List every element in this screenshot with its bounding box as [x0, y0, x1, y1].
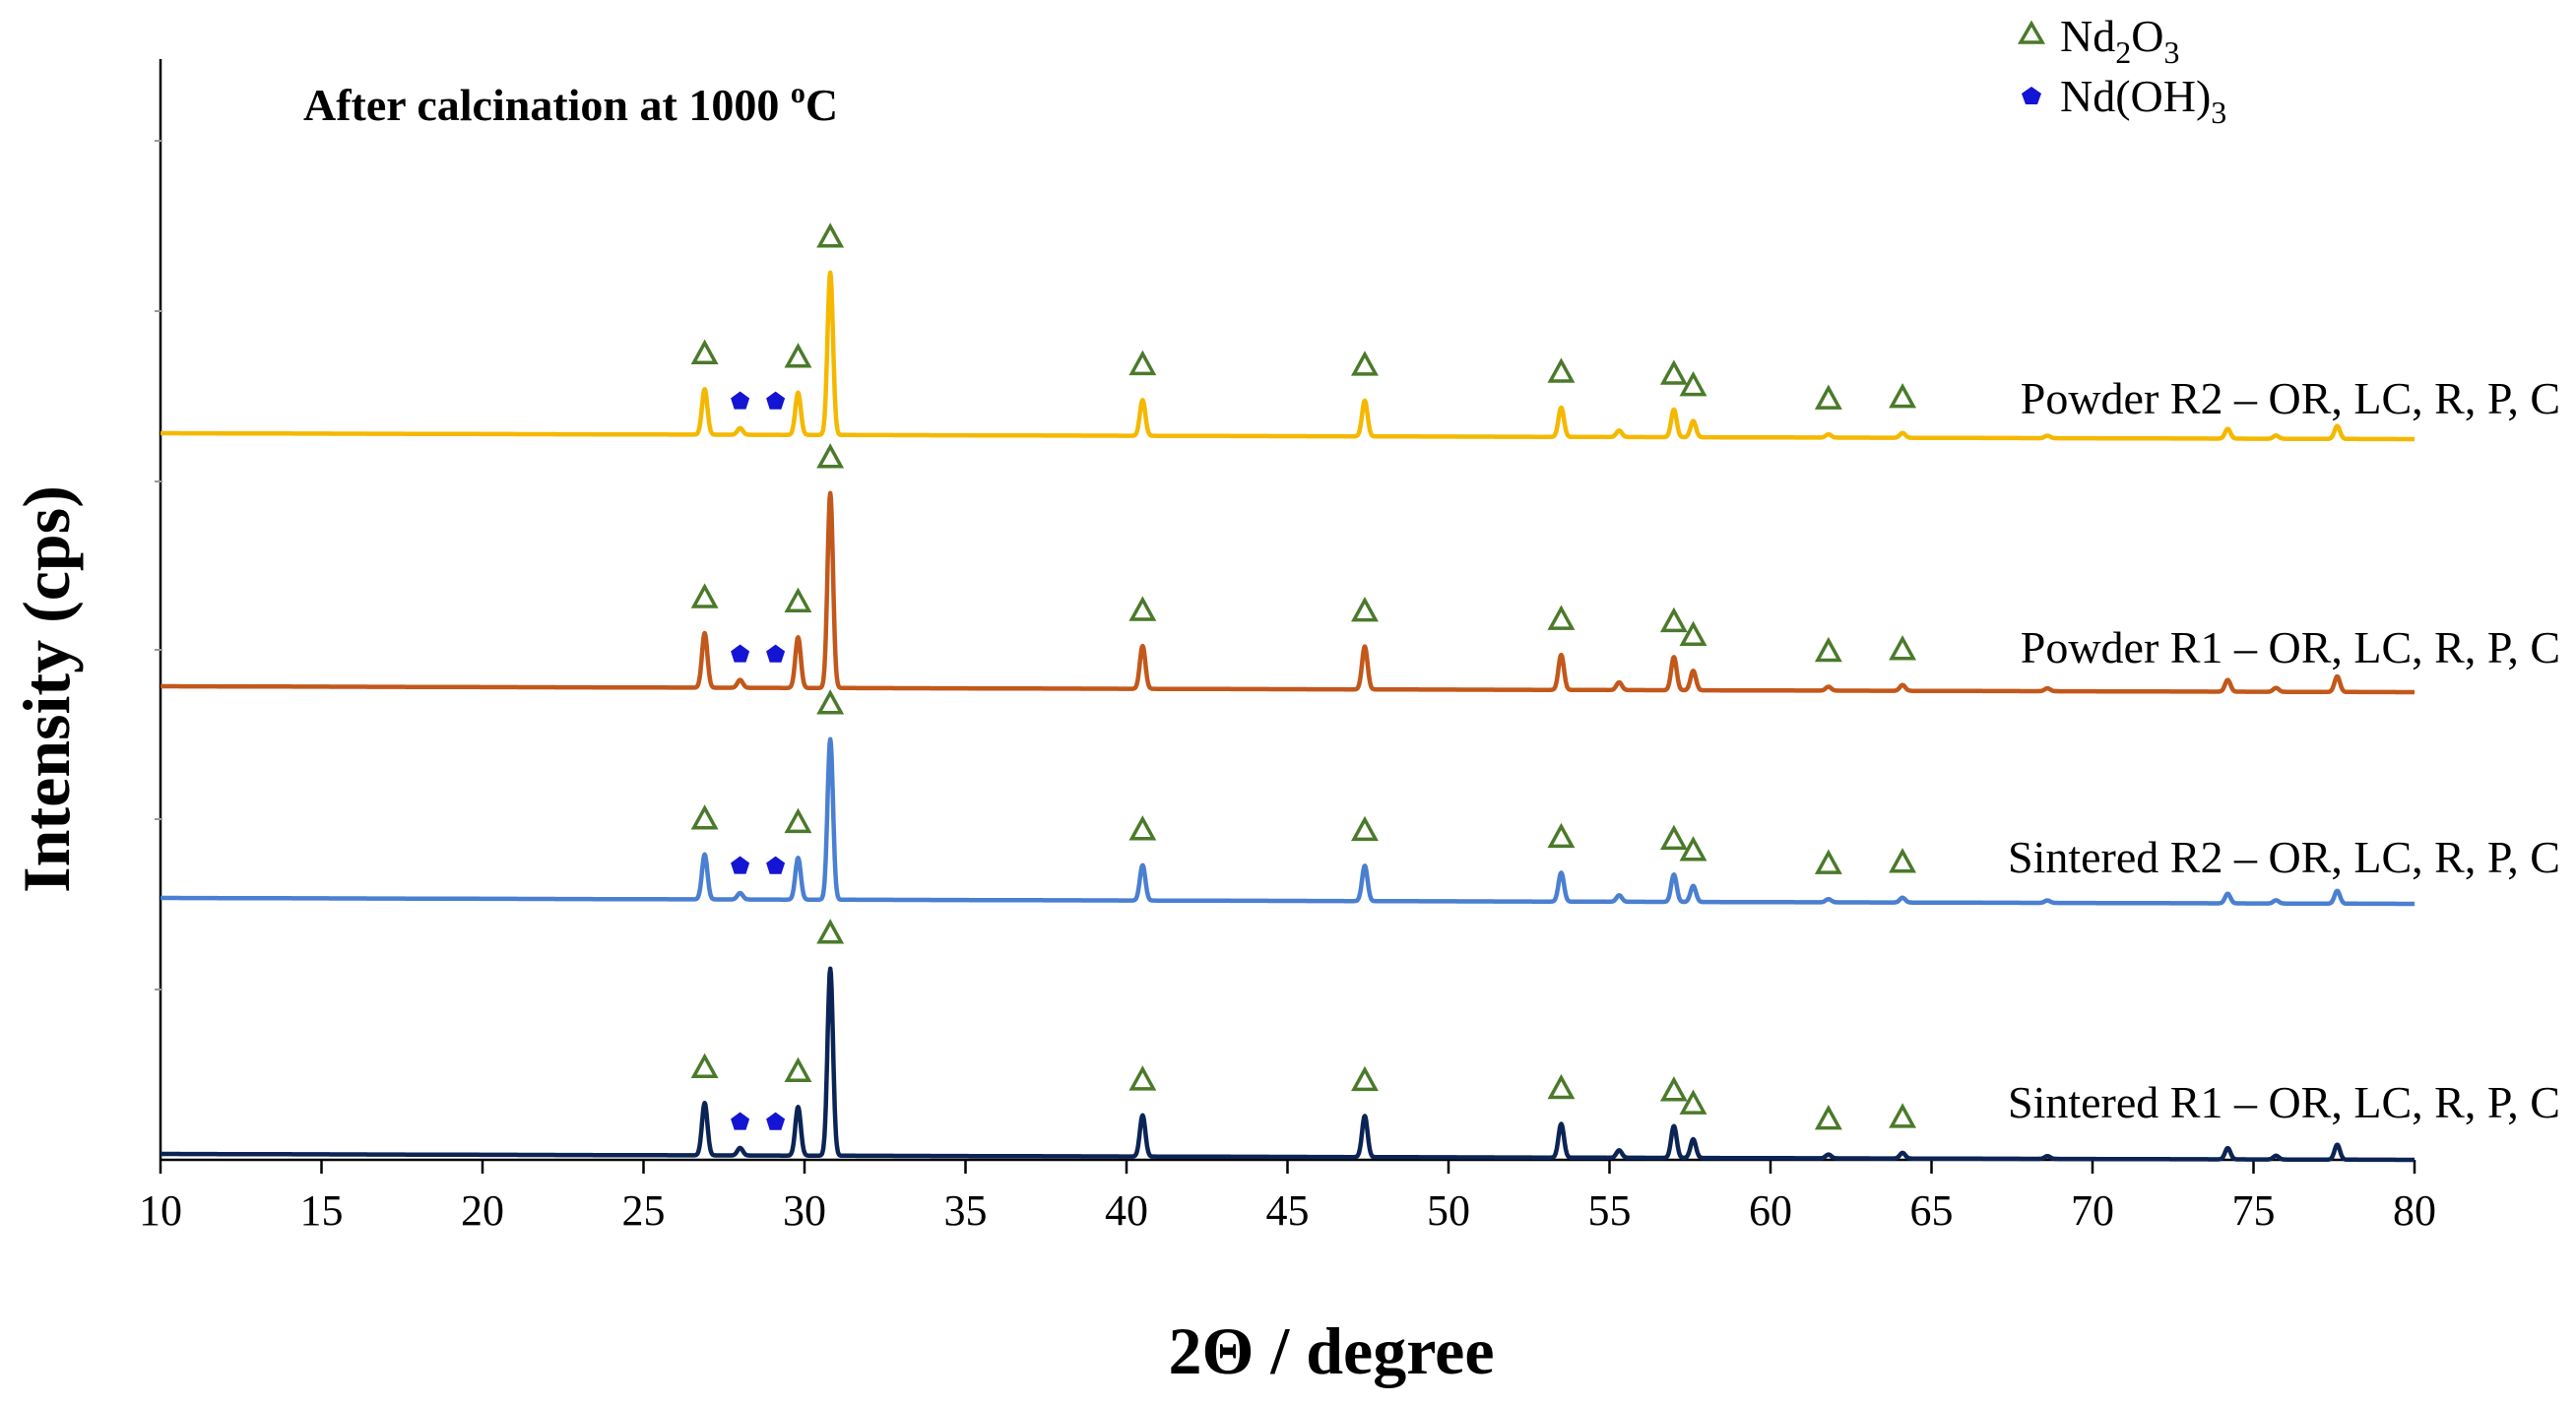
- x-tick-label: 60: [1749, 1186, 1792, 1235]
- triangle-marker-icon: [1547, 1073, 1576, 1100]
- triangle-marker-icon: [1128, 596, 1157, 621]
- triangle-marker-icon: [816, 689, 845, 715]
- triangle-marker-icon: [1814, 636, 1842, 663]
- chart-annotation: After calcination at 1000 oC: [303, 77, 838, 130]
- legend-entry-nd2o3: Nd2O3: [2017, 11, 2179, 70]
- x-tick-label: 55: [1588, 1186, 1632, 1235]
- pentagon-marker-icon: [766, 644, 786, 663]
- triangle-marker-icon: [1889, 848, 1917, 873]
- x-tick-label: 45: [1266, 1186, 1310, 1235]
- triangle-marker-icon: [1659, 359, 1688, 385]
- triangle-marker-icon: [690, 339, 719, 364]
- triangle-marker-icon: [1351, 1065, 1379, 1092]
- triangle-marker-icon: [1351, 815, 1379, 842]
- label-layer: Powder R2 – OR, LC, R, P, C Powder R1 – O…: [2008, 373, 2560, 1127]
- triangle-marker-icon: [690, 583, 719, 608]
- x-tick-label: 50: [1427, 1186, 1470, 1235]
- triangle-marker-icon: [1679, 370, 1707, 397]
- x-tick-label: 30: [783, 1186, 826, 1235]
- triangle-marker-icon: [1814, 384, 1842, 410]
- x-tick-label: 10: [139, 1186, 182, 1235]
- triangle-marker-icon: [1889, 635, 1917, 661]
- pentagon-marker-icon: [731, 644, 750, 663]
- series-line: [159, 490, 2416, 695]
- legend-label-nd2o3: Nd2O3: [2060, 11, 2179, 70]
- series-layer: [159, 270, 2416, 1163]
- pentagon-marker-icon: [731, 391, 750, 410]
- x-axis-title: 2Θ / degree: [1168, 1313, 1494, 1388]
- triangle-marker-icon: [1128, 815, 1157, 841]
- pentagon-marker-icon: [766, 1112, 786, 1130]
- series-line: [159, 736, 2416, 907]
- triangle-marker-icon: [1889, 1103, 1917, 1128]
- triangle-marker-icon: [1547, 605, 1576, 630]
- pentagon-marker-icon: [731, 856, 750, 874]
- x-tick-label: 75: [2232, 1186, 2276, 1235]
- triangle-marker-icon: [1659, 824, 1688, 851]
- axes: 10 15 20 25 30 35 40 45 50 55 60 65 70 75 80: [139, 59, 2436, 1235]
- x-tick-label: 15: [300, 1186, 344, 1235]
- x-tick-label: 35: [944, 1186, 988, 1235]
- x-tick-label: 40: [1105, 1186, 1148, 1235]
- pentagon-marker-icon: [766, 856, 786, 874]
- triangle-marker-icon: [784, 1056, 812, 1083]
- triangle-marker-icon: [1679, 836, 1707, 862]
- series-label: Powder R2 – OR, LC, R, P, C: [2021, 373, 2560, 423]
- triangle-marker-icon: [690, 1053, 719, 1078]
- x-tick-label: 65: [1910, 1186, 1954, 1235]
- x-tick-label: 20: [461, 1186, 504, 1235]
- triangle-marker-icon: [1679, 1089, 1707, 1115]
- triangle-marker-icon: [1128, 1065, 1157, 1091]
- triangle-marker-icon: [1659, 1076, 1688, 1102]
- triangle-marker-icon: [1351, 351, 1379, 376]
- series-label: Powder R1 – OR, LC, R, P, C: [2021, 622, 2560, 672]
- triangle-marker-icon: [1889, 383, 1917, 409]
- legend-label-ndoh3: Nd(OH)3: [2060, 71, 2226, 130]
- triangle-marker-icon: [690, 804, 719, 830]
- triangle-marker-icon: [1659, 607, 1688, 633]
- triangle-marker-icon: [2017, 20, 2046, 44]
- triangle-marker-icon: [816, 919, 845, 944]
- series-label: Sintered R1 – OR, LC, R, P, C: [2008, 1077, 2560, 1127]
- triangle-marker-icon: [784, 807, 812, 834]
- series-line: [159, 270, 2416, 442]
- y-axis-title: Intensity (cps): [9, 485, 84, 893]
- marker-layer: [690, 223, 1917, 1130]
- x-tick-label: 80: [2393, 1186, 2436, 1235]
- triangle-marker-icon: [1814, 1105, 1842, 1130]
- x-tick-label: 70: [2071, 1186, 2114, 1235]
- legend: Nd2O3 Nd(OH)3: [2017, 11, 2226, 130]
- triangle-marker-icon: [784, 587, 812, 612]
- series-label: Sintered R2 – OR, LC, R, P, C: [2008, 832, 2560, 882]
- triangle-marker-icon: [1814, 849, 1842, 874]
- series-line: [159, 966, 2416, 1163]
- triangle-marker-icon: [1547, 357, 1576, 383]
- triangle-marker-icon: [784, 343, 812, 368]
- triangle-marker-icon: [816, 223, 845, 248]
- pentagon-marker-icon: [2022, 87, 2041, 104]
- triangle-marker-icon: [1351, 597, 1379, 622]
- pentagon-marker-icon: [766, 391, 786, 410]
- triangle-marker-icon: [1679, 620, 1707, 647]
- x-tick-label: 25: [622, 1186, 666, 1235]
- pentagon-marker-icon: [731, 1112, 750, 1130]
- triangle-marker-icon: [1547, 822, 1576, 849]
- triangle-marker-icon: [816, 443, 845, 469]
- triangle-marker-icon: [1128, 350, 1157, 376]
- legend-entry-ndoh3: Nd(OH)3: [2022, 71, 2226, 130]
